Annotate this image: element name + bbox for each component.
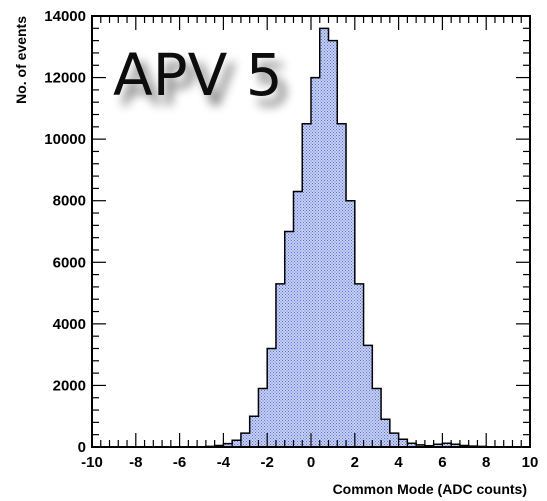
y-tick-label: 4000 — [53, 316, 86, 333]
histogram-bin — [433, 444, 443, 447]
y-tick-labels: 0 2000 4000 6000 8000 10000 12000 14000 — [44, 8, 86, 456]
histogram-bin — [293, 191, 303, 447]
x-tick-label: 8 — [482, 454, 490, 471]
histogram-bin — [267, 348, 276, 447]
histogram-bin — [240, 433, 250, 447]
y-tick-label: 6000 — [53, 254, 86, 271]
y-axis-title: No. of events — [13, 16, 29, 104]
histogram-bin — [328, 40, 338, 447]
histogram-bin — [407, 443, 417, 447]
histogram-bin — [372, 388, 382, 447]
histogram-bin — [363, 345, 373, 447]
histogram-bin — [284, 231, 294, 447]
y-tick-label: 8000 — [53, 193, 86, 210]
histogram-bin — [389, 433, 399, 447]
x-tick-label: 6 — [438, 454, 446, 471]
histogram-bin — [416, 444, 425, 447]
axis-ticks — [91, 15, 531, 448]
histogram-bin — [249, 416, 259, 447]
histogram-bin — [275, 283, 285, 447]
histogram-bin — [232, 440, 241, 447]
x-tick-label: 4 — [394, 454, 403, 471]
histogram-bin — [346, 200, 355, 447]
histogram-bin — [223, 443, 233, 447]
x-tick-label: -10 — [81, 454, 103, 471]
y-tick-label: 14000 — [44, 8, 86, 25]
histogram-outline — [196, 27, 496, 448]
histogram-bin — [442, 443, 452, 447]
histogram-bin — [311, 77, 320, 448]
x-tick-label: 10 — [522, 454, 539, 471]
x-tick-label: -8 — [129, 454, 142, 471]
x-tick-label: -2 — [261, 454, 274, 471]
x-tick-label: 2 — [351, 454, 359, 471]
chart-title: APV 5 — [113, 41, 283, 109]
x-tick-label: 0 — [307, 454, 315, 471]
histogram-bars — [197, 28, 495, 448]
histogram-bin — [381, 419, 390, 447]
y-tick-label: 0 — [78, 439, 86, 456]
histogram-bin — [337, 123, 347, 447]
y-tick-label: 2000 — [53, 377, 86, 394]
histogram-bin — [302, 123, 311, 447]
histogram-bin — [354, 283, 364, 447]
x-tick-label: -4 — [217, 454, 231, 471]
x-axis-title: Common Mode (ADC counts) — [333, 481, 527, 497]
y-tick-label: 12000 — [44, 70, 86, 87]
histogram-bin — [398, 439, 408, 447]
x-tick-labels: -10 -8 -6 -4 -2 0 2 4 6 8 10 — [81, 454, 538, 471]
histogram-bin — [319, 28, 329, 448]
histogram-bin — [451, 444, 460, 447]
histogram-bin — [258, 388, 268, 447]
y-tick-label: 10000 — [44, 131, 86, 148]
x-tick-label: -6 — [173, 454, 186, 471]
